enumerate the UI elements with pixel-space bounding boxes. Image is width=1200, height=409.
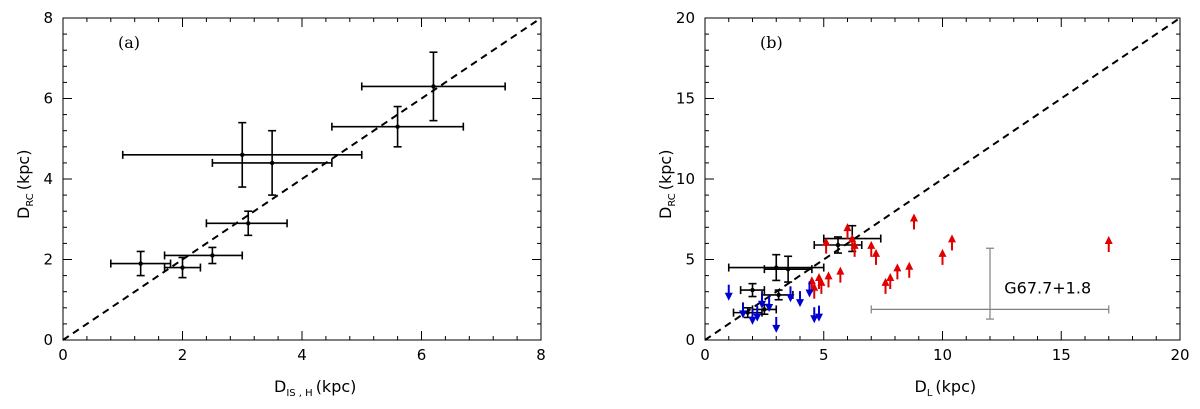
y-tick-label: 0: [685, 331, 695, 349]
upper-limit-arrow-head: [724, 292, 733, 301]
data-point: [750, 287, 755, 293]
chart-panel-b: 0 5 10 15 20 0 5 10 15 20 DL (kpc) DRC(kpc) (b) G67.7+…: [656, 9, 1190, 399]
y-tick-label: 6: [43, 90, 53, 108]
upper-limit-arrow-head: [810, 315, 819, 324]
lower-limit-arrow-head: [824, 271, 833, 280]
y-tick-label: 8: [43, 9, 53, 27]
lower-limit-arrow-head: [905, 261, 914, 270]
data-point: [269, 160, 275, 166]
x-axis-label: DL (kpc): [915, 377, 977, 399]
data-point: [835, 242, 841, 248]
lower-limit-arrow-head: [886, 273, 895, 282]
x-axis-label: DIS , H (kpc): [274, 377, 356, 399]
lower-limit-arrow-head: [817, 277, 826, 286]
y-axis-label: DRC(kpc): [656, 150, 678, 219]
x-tick-label: 5: [819, 346, 829, 364]
data-point: [785, 266, 791, 272]
y-axis-label: DRC(kpc): [14, 150, 36, 219]
lower-limit-arrow-head: [938, 248, 947, 257]
x-tick-label: 4: [297, 346, 307, 364]
upper-limit-arrow-head: [758, 300, 766, 309]
upper-limit-arrow-head: [772, 324, 781, 333]
lower-limit-arrow-head: [810, 282, 819, 291]
y-tick-label: 4: [43, 170, 53, 188]
lower-limit-arrow-head: [948, 234, 956, 243]
reference-line: [62, 17, 542, 341]
y-tick-label: 2: [43, 251, 53, 269]
lower-limit-arrow-head: [881, 277, 890, 286]
lower-limit-arrow-head: [872, 248, 880, 257]
x-tick-label: 10: [933, 346, 952, 364]
reference-line: [704, 17, 1181, 341]
series-0: [727, 224, 1110, 320]
series-1: [807, 213, 1113, 299]
lower-limit-arrow-head: [867, 240, 876, 249]
data-point: [240, 152, 245, 158]
lower-limit-arrow-head: [850, 240, 859, 249]
annotation-label: G67.7+1.8: [1004, 278, 1091, 297]
x-tick-label: 20: [1170, 346, 1189, 364]
data-point: [776, 292, 781, 298]
upper-limit-arrow-head: [786, 294, 795, 303]
y-tick-label: 0: [43, 331, 53, 349]
lower-limit-arrow-head: [848, 234, 857, 243]
y-tick-label: 20: [676, 9, 695, 27]
lower-limit-arrow-head: [822, 237, 831, 246]
lower-limit-arrow-head: [843, 223, 852, 232]
data-point: [431, 84, 436, 89]
x-tick-label: 0: [58, 346, 68, 364]
data-point: [762, 307, 767, 312]
x-tick-label: 6: [417, 346, 427, 364]
y-tick-label: 5: [685, 251, 695, 269]
y-tick-label: 15: [676, 90, 695, 108]
data-point: [180, 265, 185, 270]
lower-limit-arrow-head: [1104, 236, 1113, 245]
data-point: [138, 261, 143, 266]
x-tick-label: 0: [700, 346, 710, 364]
panel-label: (a): [118, 33, 140, 52]
x-tick-label: 2: [178, 346, 188, 364]
lower-limit-arrow-head: [836, 266, 845, 275]
data-point: [745, 310, 750, 315]
lower-limit-arrow-head: [893, 263, 902, 272]
data-point: [210, 253, 215, 258]
panel-label: (b): [760, 33, 783, 52]
chart-panel-a: 0 2 4 6 8 0 2 4 6 8 DIS , H (kpc) DRC(kpc) (a): [14, 9, 546, 399]
y-tick-label: 10: [676, 170, 695, 188]
upper-limit-arrow-head: [815, 313, 823, 322]
x-tick-label: 8: [536, 346, 546, 364]
upper-limit-arrow-head: [796, 299, 804, 308]
data-point: [395, 124, 400, 129]
x-tick-label: 15: [1052, 346, 1071, 364]
upper-limit-arrow-head: [739, 310, 747, 319]
upper-limit-arrow-head: [753, 313, 762, 322]
upper-limit-arrow-head: [805, 289, 814, 298]
data-point: [246, 221, 251, 226]
series-2: [724, 281, 823, 333]
upper-limit-arrow-head: [765, 303, 774, 312]
upper-limit-arrow-head: [748, 316, 757, 325]
series-0: [110, 51, 506, 279]
lower-limit-arrow-head: [910, 213, 918, 222]
